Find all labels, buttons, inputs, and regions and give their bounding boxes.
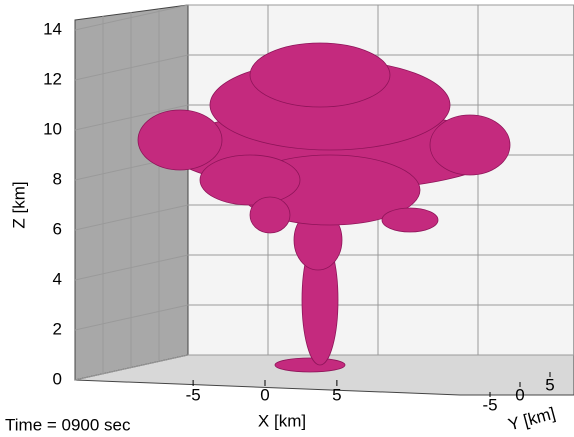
z-tick-label: 2 [53,319,62,338]
z-tick-label: 10 [43,119,62,138]
z-tick-label: 6 [53,219,62,238]
z-tick-label: 4 [53,269,62,288]
y-tick-label: -5 [482,395,497,414]
x-tick-label: 5 [332,385,341,404]
x-tick-label: 0 [260,385,269,404]
x-tick-label: -5 [186,385,201,404]
z-tick-label: 0 [53,369,62,388]
z-axis-label: Z [km] [9,181,28,228]
annotation: Time = 0900 sec [5,415,131,434]
z-tick-label: 12 [43,69,62,88]
y-tick-label: 0 [515,385,524,404]
z-tick-label: 8 [53,169,62,188]
y-tick-label: 5 [545,375,554,394]
z-tick-label: 14 [43,19,62,38]
y-axis-label: Y [km] [506,404,557,435]
x-axis-label: X [km] [258,411,306,430]
chart: Time = 0900 sec X [km] Y [km] Z [km] 0 2 4… [0,0,574,437]
